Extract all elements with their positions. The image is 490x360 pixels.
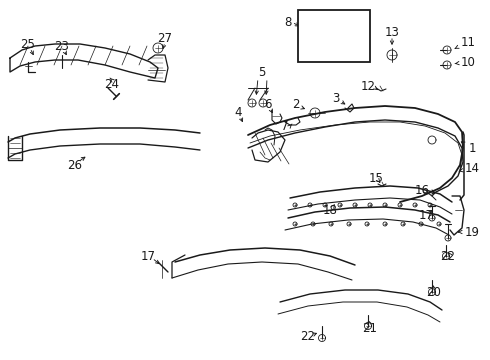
Text: 21: 21 [363,321,377,334]
Text: 25: 25 [21,37,35,50]
Text: 3: 3 [332,91,340,104]
Bar [298,10,370,62]
Text: 15: 15 [368,171,384,185]
Text: 9: 9 [306,36,314,49]
Text: 14: 14 [459,162,480,175]
Text: 8: 8 [284,15,292,28]
Text: 6: 6 [264,98,272,111]
Text: 11: 11 [455,36,475,49]
Text: 26: 26 [68,158,82,171]
Text: 7: 7 [281,120,289,132]
Text: 5: 5 [258,66,266,78]
Text: 12: 12 [361,80,375,93]
Text: 18: 18 [322,203,338,216]
Text: 13: 13 [385,26,399,39]
Text: 22: 22 [300,329,316,342]
Text: 4: 4 [234,105,242,118]
Text: 2: 2 [292,98,300,111]
Text: 24: 24 [104,77,120,90]
Text: 16: 16 [415,184,430,197]
Text: 23: 23 [54,40,70,53]
Text: 1: 1 [461,141,476,154]
Text: 27: 27 [157,32,172,45]
Text: 19: 19 [459,225,480,239]
Text: 17: 17 [141,249,155,262]
Text: 22: 22 [441,249,456,262]
Text: 20: 20 [427,287,441,300]
Text: 17: 17 [418,208,434,221]
Text: 10: 10 [455,55,475,68]
